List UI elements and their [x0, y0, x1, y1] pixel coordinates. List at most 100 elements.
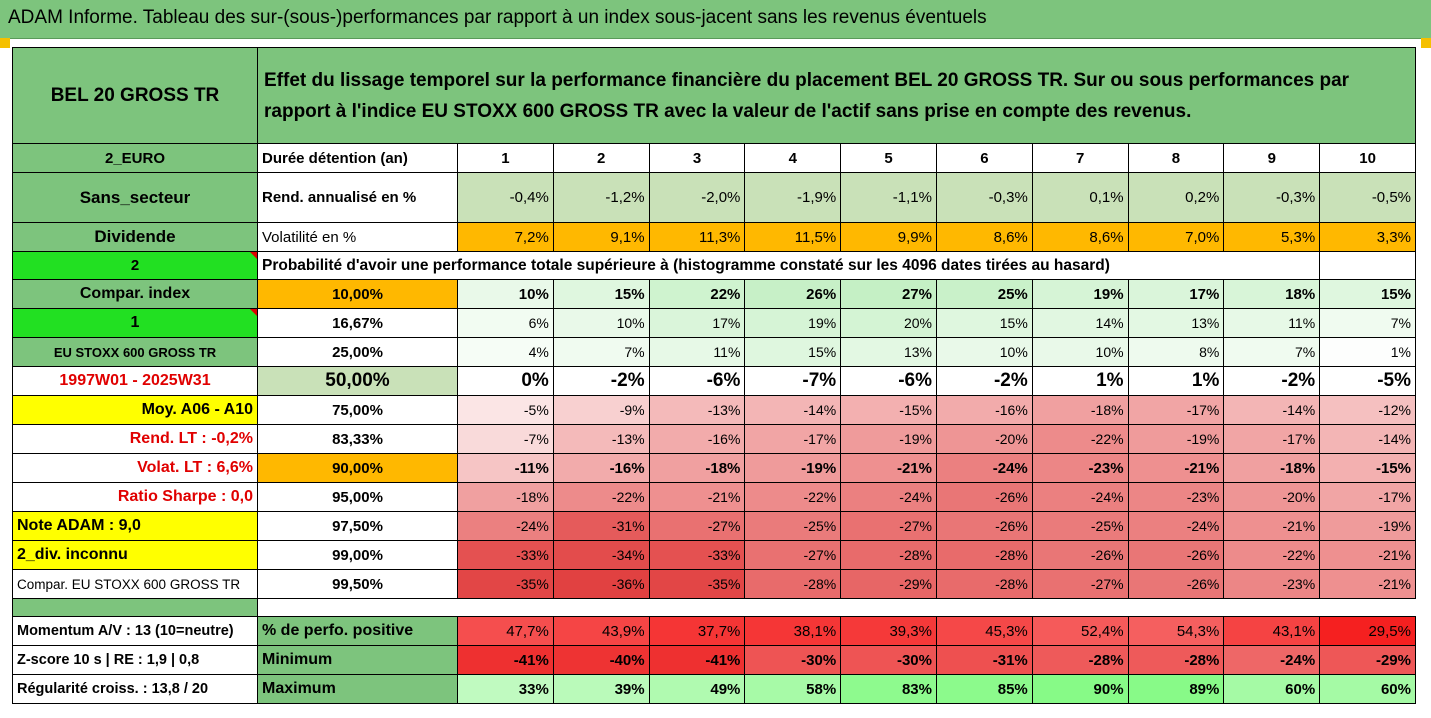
- quantile-level-6: 83,33%: [257, 424, 458, 454]
- year-header-4: 4: [744, 143, 842, 173]
- quantile-value-10-1: -33%: [457, 540, 554, 570]
- stats-value-3-6: 85%: [935, 674, 1033, 704]
- return-value-2: -1,2%: [552, 172, 650, 223]
- quantile-value-2-8: 13%: [1127, 308, 1225, 338]
- stats-value-2-5: -30%: [840, 645, 937, 675]
- quantile-side-9: Note ADAM : 9,0: [12, 511, 258, 541]
- quantile-value-9-6: -26%: [935, 511, 1033, 541]
- duration-label: Durée détention (an): [257, 143, 458, 173]
- quantile-value-6-8: -19%: [1127, 424, 1225, 454]
- quantile-value-7-9: -18%: [1223, 453, 1321, 483]
- quantile-value-11-4: -28%: [744, 569, 842, 599]
- stats-value-2-10: -29%: [1319, 645, 1416, 675]
- quantile-value-9-7: -25%: [1031, 511, 1129, 541]
- quantile-level-2: 16,67%: [257, 308, 458, 338]
- quantile-side-5: Moy. A06 - A10: [12, 395, 258, 425]
- quantile-side-1: Compar. index: [12, 279, 258, 309]
- volatility-value-5: 9,9%: [840, 222, 937, 252]
- volatility-value-7: 8,6%: [1031, 222, 1129, 252]
- quantile-value-10-6: -28%: [935, 540, 1033, 570]
- spacer-green: [12, 598, 258, 617]
- quantile-value-11-5: -29%: [840, 569, 937, 599]
- stats-value-1-10: 29,5%: [1319, 616, 1416, 646]
- quantile-row-8: Ratio Sharpe : 0,0 95,00% -18% -22% -21% -22%…: [12, 482, 1416, 512]
- year-header-7: 7: [1031, 143, 1129, 173]
- quantile-value-7-7: -23%: [1031, 453, 1129, 483]
- quantile-value-3-8: 8%: [1127, 337, 1225, 367]
- quantile-value-9-3: -27%: [648, 511, 746, 541]
- comment-marker-icon: [250, 309, 257, 316]
- volatility-value-8: 7,0%: [1127, 222, 1225, 252]
- quantile-value-4-5: -6%: [840, 366, 937, 396]
- quantile-side-6: Rend. LT : -0,2%: [12, 424, 258, 454]
- quantile-side-8: Ratio Sharpe : 0,0: [12, 482, 258, 512]
- corner-marker-left: [0, 38, 10, 48]
- volatility-value-3: 11,3%: [648, 222, 746, 252]
- quantile-value-8-5: -24%: [840, 482, 937, 512]
- stats-value-3-1: 33%: [457, 674, 554, 704]
- volatility-value-6: 8,6%: [935, 222, 1033, 252]
- quantile-value-6-2: -13%: [552, 424, 650, 454]
- quantile-value-5-3: -13%: [648, 395, 746, 425]
- quantile-value-8-7: -24%: [1031, 482, 1129, 512]
- sector-cell: Sans_secteur: [12, 172, 258, 223]
- stats-value-2-6: -31%: [935, 645, 1033, 675]
- corner-marker-right: [1421, 38, 1431, 48]
- quantile-value-3-4: 15%: [744, 337, 842, 367]
- quantile-value-1-6: 25%: [935, 279, 1033, 309]
- quantile-value-11-10: -21%: [1319, 569, 1416, 599]
- asset-description: Effet du lissage temporel sur la perform…: [257, 47, 1416, 144]
- stats-value-2-7: -28%: [1031, 645, 1129, 675]
- quantile-value-2-10: 7%: [1319, 308, 1416, 338]
- quantile-value-11-9: -23%: [1223, 569, 1321, 599]
- spacer-blank: [257, 598, 1416, 617]
- quantile-value-1-7: 19%: [1031, 279, 1129, 309]
- quantile-row-11: Compar. EU STOXX 600 GROSS TR 99,50% -35% -…: [12, 569, 1416, 599]
- volatility-row: Dividende Volatilité en % 7,2% 9,1% 11,3% 11,…: [12, 222, 1416, 252]
- quantile-level-8: 95,00%: [257, 482, 458, 512]
- quantile-value-5-10: -12%: [1319, 395, 1416, 425]
- quantile-side-3: EU STOXX 600 GROSS TR: [12, 337, 258, 367]
- quantile-value-9-1: -24%: [457, 511, 554, 541]
- quantile-row-2: 1 16,67% 6% 10% 17% 19% 20% 15% 14% 13% 11% 7%: [12, 308, 1416, 338]
- volatility-value-9: 5,3%: [1223, 222, 1321, 252]
- quantile-value-7-3: -18%: [648, 453, 746, 483]
- quantile-level-4: 50,00%: [257, 366, 458, 396]
- quantile-value-2-3: 17%: [648, 308, 746, 338]
- stats-value-2-4: -30%: [744, 645, 842, 675]
- quantile-row-1: Compar. index 10,00% 10% 15% 22% 26% 27% 25% 19%…: [12, 279, 1416, 309]
- quantile-value-5-7: -18%: [1031, 395, 1129, 425]
- stats-value-1-3: 37,7%: [648, 616, 746, 646]
- quantile-level-11: 99,50%: [257, 569, 458, 599]
- stats-value-3-10: 60%: [1319, 674, 1416, 704]
- quantile-value-8-3: -21%: [648, 482, 746, 512]
- asset-name: BEL 20 GROSS TR: [12, 47, 258, 144]
- quantile-value-3-1: 4%: [457, 337, 554, 367]
- quantile-value-2-2: 10%: [552, 308, 650, 338]
- stats-value-1-5: 39,3%: [840, 616, 937, 646]
- quantile-row-4: 1997W01 - 2025W31 50,00% 0% -2% -6% -7% -6% -2%…: [12, 366, 1416, 396]
- quantile-value-9-8: -24%: [1127, 511, 1225, 541]
- year-header-8: 8: [1127, 143, 1225, 173]
- return-row: Sans_secteur Rend. annualisé en % -0,4% -1,…: [12, 172, 1416, 223]
- stats-value-2-1: -41%: [457, 645, 554, 675]
- quantile-row-9: Note ADAM : 9,0 97,50% -24% -31% -27% -25% -27…: [12, 511, 1416, 541]
- year-header-6: 6: [935, 143, 1033, 173]
- quantile-value-11-1: -35%: [457, 569, 554, 599]
- quantile-level-7: 90,00%: [257, 453, 458, 483]
- stats-value-2-8: -28%: [1127, 645, 1225, 675]
- probability-header-row: 2 Probabilité d'avoir une performance tot…: [12, 251, 1416, 280]
- quantile-value-1-4: 26%: [744, 279, 842, 309]
- stats-row-2: Z-score 10 s | RE : 1,9 | 0,8 Minimum -41%…: [12, 645, 1416, 675]
- return-value-9: -0,3%: [1223, 172, 1321, 223]
- quantile-value-10-8: -26%: [1127, 540, 1225, 570]
- quantile-value-3-7: 10%: [1031, 337, 1129, 367]
- quantile-value-5-8: -17%: [1127, 395, 1225, 425]
- quantile-level-10: 99,00%: [257, 540, 458, 570]
- comment-marker-icon: [250, 252, 257, 259]
- quantile-value-9-9: -21%: [1223, 511, 1321, 541]
- volatility-value-2: 9,1%: [552, 222, 650, 252]
- quantile-value-8-4: -22%: [744, 482, 842, 512]
- quantile-side-7: Volat. LT : 6,6%: [12, 453, 258, 483]
- stats-value-3-8: 89%: [1127, 674, 1225, 704]
